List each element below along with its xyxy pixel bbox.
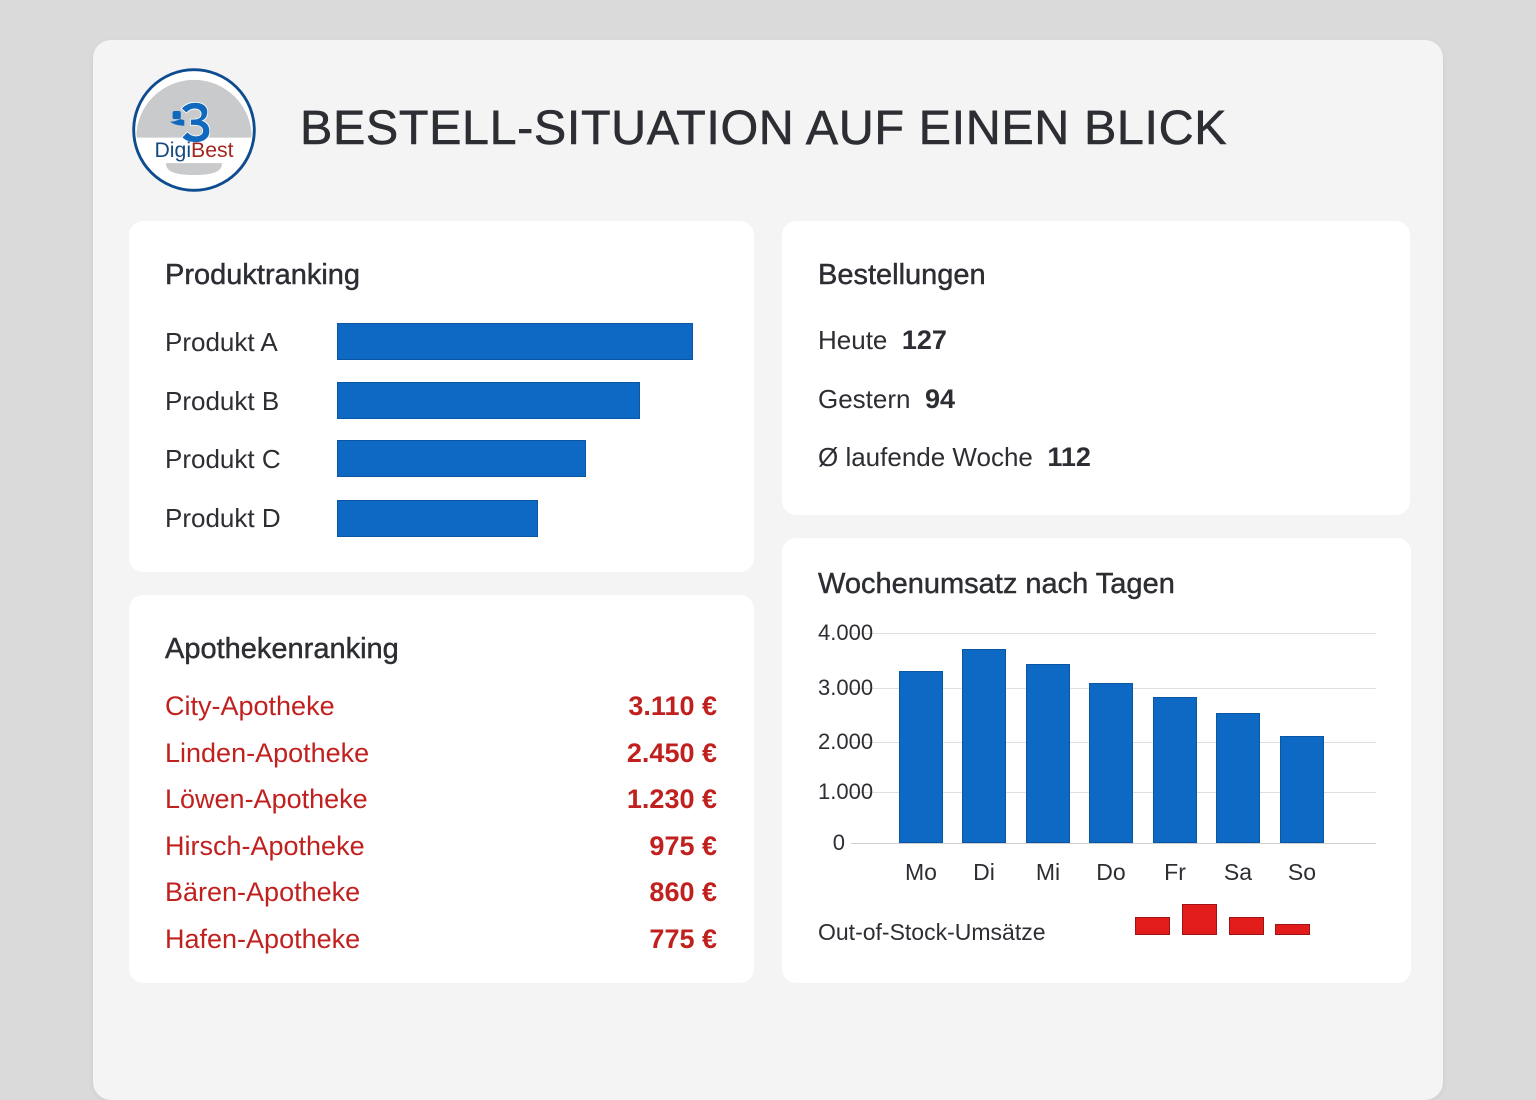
svg-text:DigiBest: DigiBest xyxy=(154,139,233,162)
